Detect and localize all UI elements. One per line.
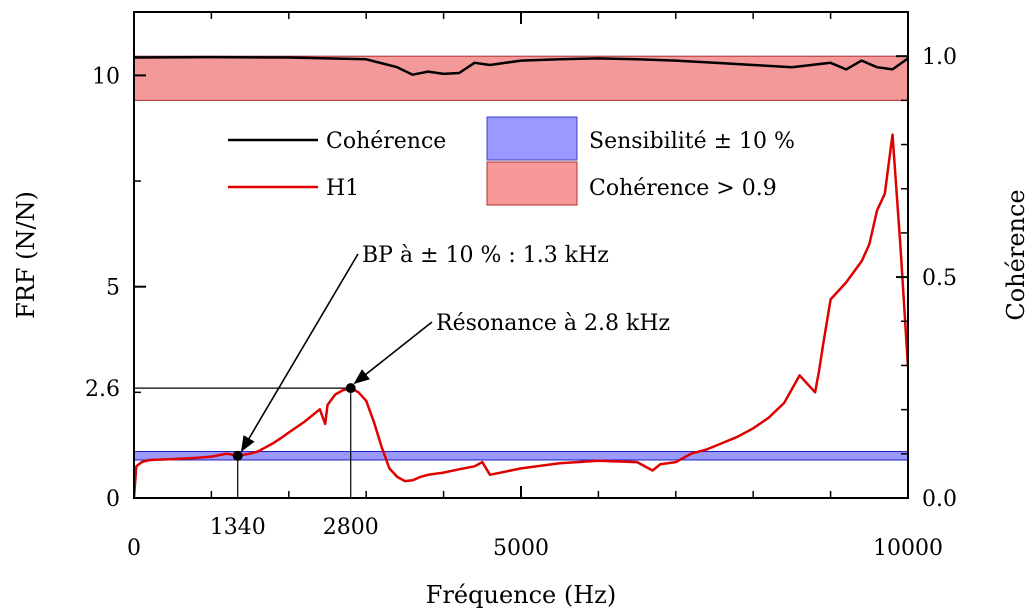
x-ticks: 0 1340 2800 5000 10000 <box>127 12 943 561</box>
legend-label-sensibilite: Sensibilité ± 10 % <box>589 129 795 154</box>
legend-swatch-coherence-band <box>486 161 578 206</box>
series-line-0 <box>134 133 908 498</box>
annotation-arrow-0 <box>240 253 359 453</box>
legend-swatch-sensibilite <box>486 116 578 161</box>
yr-tick-label-2: 1.0 <box>922 45 957 70</box>
y-right-ticks: 0.0 0.5 1.0 <box>896 45 957 512</box>
annotation-label-0: BP à ± 10 % : 1.3 kHz <box>362 243 609 268</box>
yl-tick-label-0: 0 <box>106 487 120 512</box>
guide-lines-layer <box>134 387 352 498</box>
bands-layer <box>134 55 908 461</box>
annotation-label-1: Résonance à 2.8 kHz <box>436 311 670 336</box>
annotation-arrow-1 <box>353 321 433 385</box>
x-tick-label-2: 2800 <box>323 515 379 540</box>
legend-label-coherence: Cohérence <box>326 129 446 154</box>
x-axis-label: Fréquence (Hz) <box>426 581 616 609</box>
y-axis-label-left: FRF (N/N) <box>12 191 40 319</box>
band-1 <box>134 55 908 101</box>
yr-tick-label-1: 0.5 <box>922 266 957 291</box>
series-layer <box>134 55 908 498</box>
x-tick-label-0: 0 <box>127 536 141 561</box>
legend-label-h1: H1 <box>326 176 359 201</box>
annotation-point-0 <box>232 450 243 461</box>
series-line-1 <box>134 55 908 76</box>
band-0 <box>134 451 908 461</box>
legend: Cohérence H1 Sensibilité ± 10 % Cohérenc… <box>228 116 795 206</box>
y-axis-label-right: Cohérence <box>1002 189 1030 320</box>
annotation-point-1 <box>345 383 356 394</box>
legend-label-coherence-band: Cohérence > 0.9 <box>589 176 777 201</box>
yl-tick-label-1: 2.6 <box>85 377 120 402</box>
x-tick-label-3: 5000 <box>493 536 549 561</box>
yr-tick-label-0: 0.0 <box>922 487 957 512</box>
yl-tick-label-2: 5 <box>106 276 120 301</box>
x-tick-label-1: 1340 <box>210 515 266 540</box>
x-tick-label-4: 10000 <box>873 536 943 561</box>
annotation-layer: BP à ± 10 % : 1.3 kHz Résonance à 2.8 kHz <box>232 243 670 461</box>
y-left-ticks: 0 2.6 5 10 <box>85 64 146 512</box>
yl-tick-label-3: 10 <box>92 64 120 89</box>
